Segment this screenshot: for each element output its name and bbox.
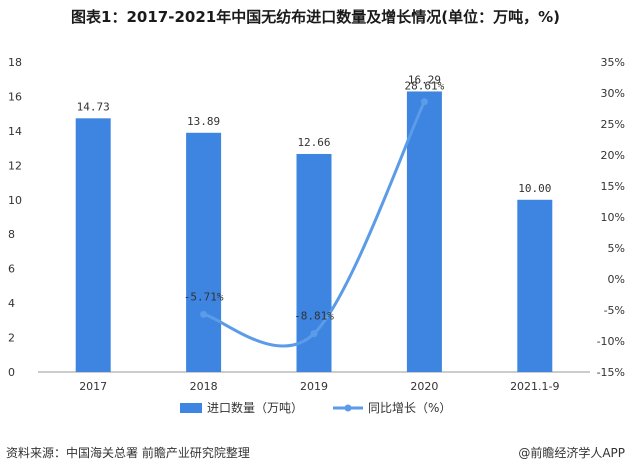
- bar-value-label: 12.66: [297, 136, 330, 149]
- chart-title: 图表1：2017-2021年中国无纺布进口数量及增长情况(单位：万吨，%): [71, 8, 560, 26]
- x-tick-label: 2020: [410, 380, 438, 393]
- bar-2020: [406, 91, 442, 372]
- y-left-tick-label: 16: [8, 90, 22, 103]
- y-left-tick-label: 4: [8, 297, 15, 310]
- bar-value-label: 10.00: [518, 182, 551, 195]
- growth-point-2020: [420, 98, 428, 106]
- y-right-tick-label: 30%: [601, 87, 625, 100]
- growth-value-label: 28.61%: [405, 80, 445, 93]
- bar-2019: [296, 153, 332, 372]
- growth-point-2019: [310, 330, 318, 338]
- x-tick-label: 2018: [190, 380, 218, 393]
- y-right-tick-label: 25%: [601, 118, 625, 131]
- legend-line-label: 同比增长（%）: [368, 401, 451, 415]
- y-right-tick-label: -15%: [597, 366, 625, 379]
- brand-credit: @前瞻经济学人APP: [518, 446, 625, 460]
- legend-bar-label: 进口数量（万吨）: [207, 400, 303, 415]
- legend-line-marker: [344, 404, 352, 412]
- y-left-tick-label: 8: [8, 228, 15, 241]
- bar-2018: [186, 132, 222, 372]
- bar-value-label: 13.89: [187, 115, 220, 128]
- y-left-tick-label: 6: [8, 263, 15, 276]
- y-right-tick-label: 15%: [601, 180, 625, 193]
- source-note: 资料来源：中国海关总署 前瞻产业研究院整理: [6, 446, 250, 460]
- x-tick-label: 2017: [79, 380, 107, 393]
- y-left-tick-label: 2: [8, 332, 15, 345]
- bar-value-label: 14.73: [77, 100, 110, 113]
- y-right-tick-label: -10%: [597, 335, 625, 348]
- bar-value-label: 16.29: [408, 73, 441, 86]
- growth-value-label: -5.71%: [184, 290, 224, 303]
- y-left-tick-label: 12: [8, 159, 22, 172]
- growth-value-label: -8.81%: [294, 310, 334, 323]
- x-tick-label: 2021.1-9: [510, 380, 559, 393]
- y-right-tick-label: -5%: [604, 304, 625, 317]
- y-left-tick-label: 14: [8, 125, 22, 138]
- legend-bar-swatch: [180, 403, 202, 413]
- bar-2017: [75, 118, 111, 372]
- bar-2021.1-9: [517, 199, 553, 372]
- growth-line: [203, 100, 426, 348]
- y-right-tick-label: 0%: [608, 273, 625, 286]
- y-right-tick-label: 10%: [601, 211, 625, 224]
- y-left-tick-label: 18: [8, 56, 22, 69]
- y-right-tick-label: 20%: [601, 149, 625, 162]
- y-right-tick-label: 5%: [608, 242, 625, 255]
- y-left-tick-label: 0: [8, 366, 15, 379]
- y-left-tick-label: 10: [8, 194, 22, 207]
- y-right-tick-label: 35%: [601, 56, 625, 69]
- growth-point-2018: [200, 310, 208, 318]
- x-tick-label: 2019: [300, 380, 328, 393]
